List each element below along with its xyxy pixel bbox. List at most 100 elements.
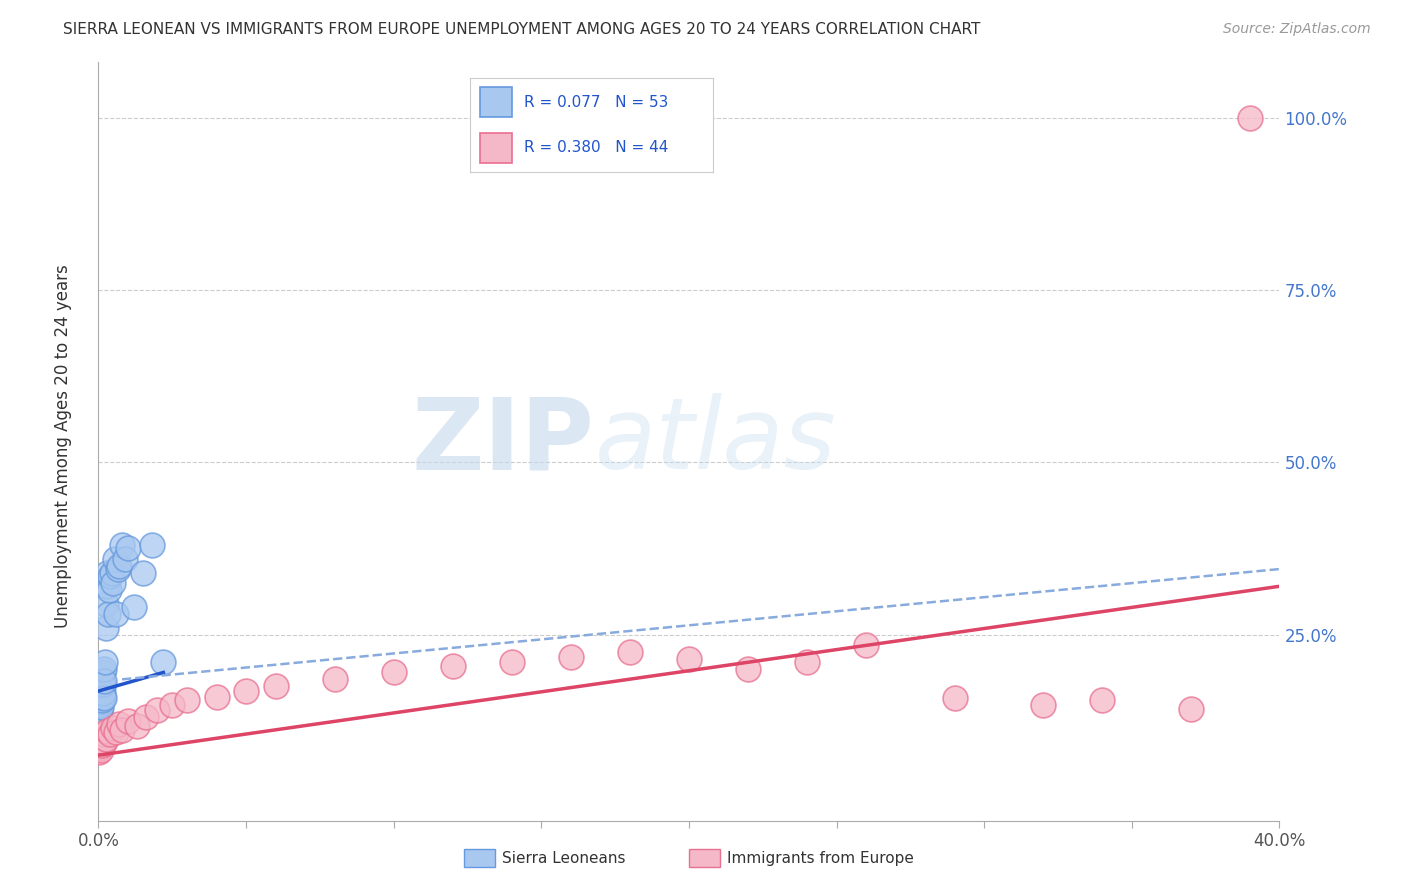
Point (93, 690, 115, 705)
Point (111, 538, 134, 552)
Point (90, 679, 112, 693)
Point (91, 690, 114, 704)
Point (91, 679, 114, 693)
Point (90, 690, 112, 705)
Point (91, 673, 114, 687)
Point (90, 675, 112, 690)
Point (94, 732, 117, 747)
Point (117, 714, 139, 728)
Text: SIERRA LEONEAN VS IMMIGRANTS FROM EUROPE UNEMPLOYMENT AMONG AGES 20 TO 24 YEARS : SIERRA LEONEAN VS IMMIGRANTS FROM EUROPE… (63, 22, 980, 37)
Point (89, 738, 111, 752)
Point (235, 684, 257, 698)
Point (1239, 111, 1261, 125)
Point (111, 723, 134, 737)
Point (90, 732, 112, 747)
Text: Unemployment Among Ages 20 to 24 years: Unemployment Among Ages 20 to 24 years (55, 264, 72, 628)
Point (89, 688, 111, 702)
Text: ZIP: ZIP (412, 393, 595, 490)
Point (89, 698, 111, 712)
Point (89, 745, 111, 759)
Point (94, 597, 117, 611)
Point (91, 665, 114, 680)
Point (114, 551, 136, 566)
Point (93, 674, 115, 689)
Point (87, 693, 110, 707)
Point (1180, 702, 1202, 716)
Point (89, 693, 111, 707)
Point (90, 695, 112, 709)
Point (94, 621, 117, 635)
Point (96, 579, 118, 593)
Point (132, 566, 155, 580)
Point (619, 645, 641, 659)
Point (93, 677, 115, 691)
Point (855, 638, 877, 652)
Point (97, 582, 120, 597)
Point (117, 541, 139, 556)
Point (94, 655, 117, 669)
Point (205, 690, 228, 704)
Text: Source: ZipAtlas.com: Source: ZipAtlas.com (1223, 22, 1371, 37)
Point (89, 739, 111, 754)
Point (162, 698, 183, 712)
Point (1091, 693, 1114, 707)
Point (943, 690, 966, 705)
Point (90, 688, 112, 702)
Point (89, 686, 111, 700)
Point (103, 575, 125, 590)
Point (91, 731, 114, 745)
Point (89, 705, 111, 719)
Point (90, 743, 112, 757)
Point (264, 679, 287, 693)
Point (97, 607, 120, 621)
Point (152, 655, 174, 669)
Point (90, 684, 112, 698)
Point (98, 569, 121, 583)
Point (89, 741, 111, 756)
Point (91, 693, 114, 707)
Point (90, 734, 112, 748)
Point (105, 725, 128, 739)
Point (93, 736, 115, 750)
Point (89, 698, 111, 712)
Point (89, 703, 111, 717)
Point (91, 734, 114, 748)
Point (108, 558, 131, 573)
Point (323, 673, 346, 687)
Point (89, 682, 111, 697)
Point (89, 699, 111, 714)
Point (90, 699, 112, 714)
Point (108, 717, 131, 731)
Point (89, 690, 111, 705)
Point (501, 655, 523, 669)
Point (91, 682, 114, 697)
Point (89, 681, 111, 696)
Point (93, 662, 115, 676)
Point (107, 562, 129, 576)
Text: atlas: atlas (595, 393, 837, 490)
Point (98, 727, 121, 741)
Point (96, 724, 118, 739)
Text: Sierra Leoneans: Sierra Leoneans (502, 851, 626, 865)
Point (89, 736, 111, 750)
Point (122, 599, 145, 614)
Point (796, 655, 818, 669)
Text: Immigrants from Europe: Immigrants from Europe (727, 851, 914, 865)
Point (91, 738, 114, 752)
Point (103, 721, 125, 735)
Point (104, 551, 127, 566)
Point (146, 703, 169, 717)
Point (382, 665, 405, 680)
Point (141, 538, 163, 552)
Point (560, 649, 582, 664)
Point (89, 690, 111, 704)
Point (135, 710, 157, 724)
Point (105, 607, 128, 621)
Point (89, 677, 111, 691)
Point (93, 727, 115, 741)
Point (1032, 698, 1054, 712)
Point (678, 651, 700, 665)
Point (176, 693, 198, 707)
Point (96, 566, 118, 580)
Point (91, 686, 114, 700)
